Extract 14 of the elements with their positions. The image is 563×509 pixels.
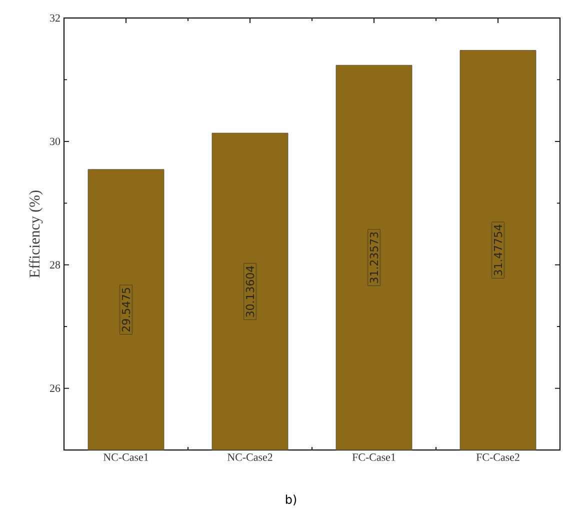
data-label: 31.47754 [494,224,502,276]
y-tick-label: 28 [50,261,60,269]
data-label: 31.23573 [370,232,378,284]
text: b) [286,494,296,506]
x-tick-label: FC-Case1 [352,454,396,462]
x-tick-label: NC-Case1 [103,454,148,462]
data-label: 30.13604 [246,266,254,317]
y-tick-label: 30 [50,138,60,146]
y-axis-title: Efficiency (%) [28,190,43,278]
x-tick-label: NC-Case2 [227,454,272,462]
y-tick-label: 32 [50,14,60,22]
data-label: 29.5475 [122,288,130,332]
x-tick-label: FC-Case2 [476,454,520,462]
y-tick-label: 26 [50,384,60,392]
